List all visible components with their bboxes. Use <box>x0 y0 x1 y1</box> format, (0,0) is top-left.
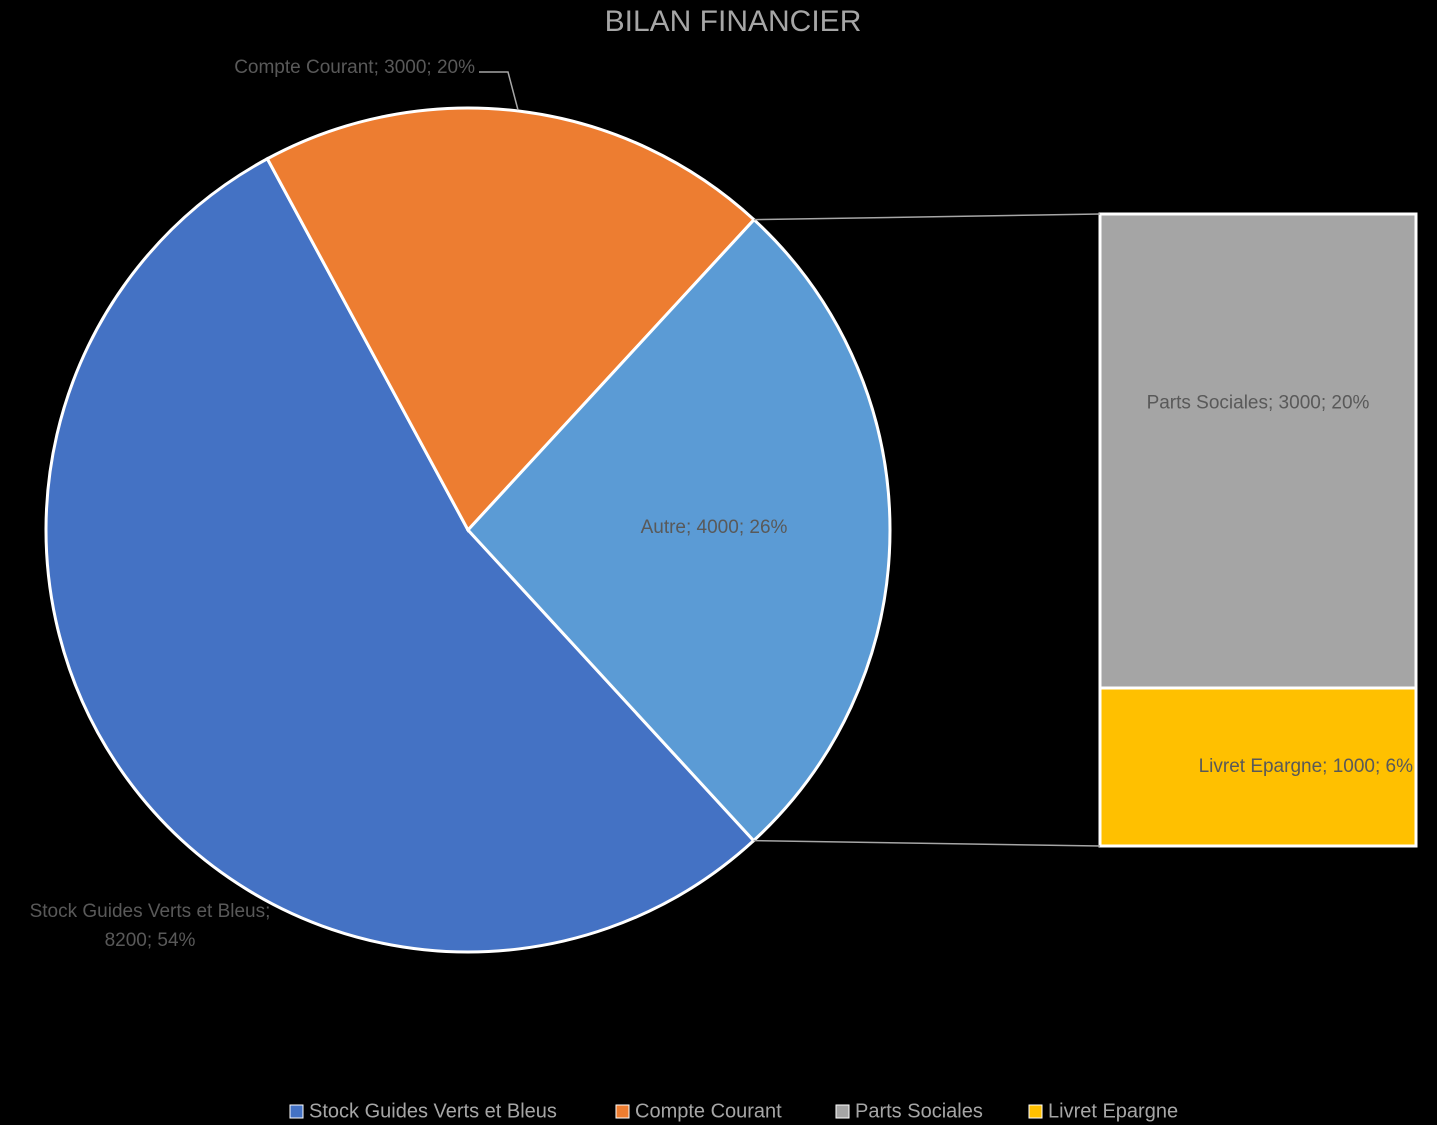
legend-label: Compte Courant <box>635 1100 782 1122</box>
chart-title: BILAN FINANCIER <box>605 5 862 38</box>
legend-swatch <box>835 1104 850 1119</box>
pie-slice <box>44 156 756 954</box>
leader-line <box>479 71 519 111</box>
bar-segment <box>1098 212 1418 690</box>
legend-swatch <box>1028 1104 1043 1119</box>
pie-slice <box>465 217 892 843</box>
connector-line <box>753 213 1101 221</box>
legend-label: Parts Sociales <box>855 1100 983 1122</box>
data-label: Autre; 4000; 26% <box>641 517 788 538</box>
legend-label: Stock Guides Verts et Bleus <box>309 1100 557 1122</box>
connector-line <box>753 839 1101 847</box>
legend-swatch <box>289 1104 304 1119</box>
legend-label: Livret Epargne <box>1048 1100 1178 1122</box>
legend-swatch <box>615 1104 630 1119</box>
data-label: Parts Sociales; 3000; 20% <box>1147 393 1370 414</box>
data-label: Livret Epargne; 1000; 6% <box>1199 756 1414 777</box>
bar-segment <box>1098 686 1418 848</box>
data-label: Compte Courant; 3000; 20% <box>234 57 475 78</box>
data-label: Stock Guides Verts et Bleus; 8200; 54% <box>29 901 271 951</box>
pie-slice <box>265 106 757 533</box>
